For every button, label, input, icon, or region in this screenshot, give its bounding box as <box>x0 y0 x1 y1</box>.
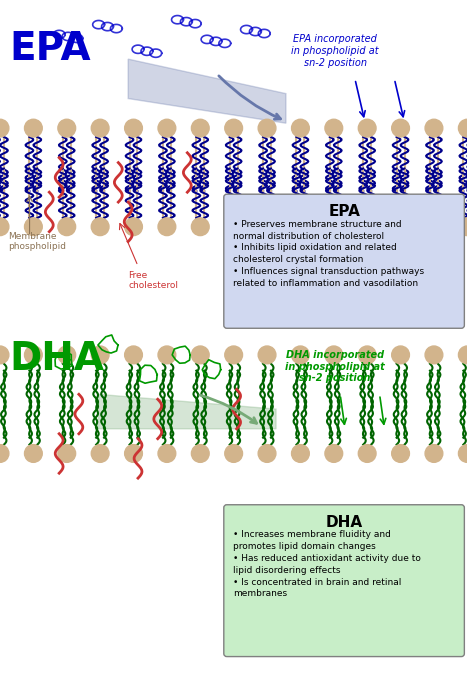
Circle shape <box>58 346 76 364</box>
Circle shape <box>0 346 9 364</box>
Circle shape <box>392 445 410 462</box>
Circle shape <box>158 119 176 137</box>
Circle shape <box>191 445 209 462</box>
Circle shape <box>458 445 474 462</box>
Circle shape <box>358 218 376 235</box>
Circle shape <box>358 119 376 137</box>
Circle shape <box>158 218 176 235</box>
Circle shape <box>358 346 376 364</box>
Text: Free
cholesterol: Free cholesterol <box>128 271 178 291</box>
Circle shape <box>191 218 209 235</box>
Circle shape <box>292 119 310 137</box>
Circle shape <box>425 346 443 364</box>
Circle shape <box>225 119 243 137</box>
Text: DHA: DHA <box>326 515 363 530</box>
Circle shape <box>225 445 243 462</box>
Circle shape <box>258 119 276 137</box>
Circle shape <box>91 445 109 462</box>
Circle shape <box>0 119 9 137</box>
Circle shape <box>91 218 109 235</box>
Text: • Increases membrane fluidity and
promotes lipid domain changes
• Has reduced an: • Increases membrane fluidity and promot… <box>233 530 420 598</box>
Circle shape <box>0 445 9 462</box>
Text: DHA: DHA <box>10 340 105 378</box>
Circle shape <box>392 119 410 137</box>
FancyBboxPatch shape <box>224 505 465 657</box>
Polygon shape <box>99 394 276 429</box>
Text: DHA incorporated
in phospholipid at
sn-2 position: DHA incorporated in phospholipid at sn-2… <box>285 350 385 383</box>
Circle shape <box>458 218 474 235</box>
Circle shape <box>292 445 310 462</box>
Circle shape <box>392 346 410 364</box>
Circle shape <box>225 346 243 364</box>
Circle shape <box>25 346 42 364</box>
Circle shape <box>358 445 376 462</box>
Circle shape <box>25 445 42 462</box>
Circle shape <box>91 119 109 137</box>
Circle shape <box>325 346 343 364</box>
Circle shape <box>125 445 142 462</box>
Circle shape <box>258 218 276 235</box>
Circle shape <box>392 218 410 235</box>
Text: EPA incorporated
in phospholipid at
sn-2 position: EPA incorporated in phospholipid at sn-2… <box>292 35 379 68</box>
Text: EPA: EPA <box>10 30 91 67</box>
Circle shape <box>292 346 310 364</box>
Polygon shape <box>128 59 286 124</box>
Circle shape <box>191 346 209 364</box>
Circle shape <box>191 119 209 137</box>
Circle shape <box>25 218 42 235</box>
Circle shape <box>458 346 474 364</box>
Circle shape <box>58 119 76 137</box>
Circle shape <box>425 119 443 137</box>
Text: • Preserves membrane structure and
normal distribution of cholesterol
• Inhibits: • Preserves membrane structure and norma… <box>233 220 424 288</box>
Circle shape <box>158 445 176 462</box>
Circle shape <box>91 346 109 364</box>
Text: Membrane
phospholipid: Membrane phospholipid <box>8 232 66 251</box>
Text: EPA: EPA <box>328 204 360 219</box>
Circle shape <box>425 218 443 235</box>
Circle shape <box>225 218 243 235</box>
Circle shape <box>125 346 142 364</box>
Circle shape <box>425 445 443 462</box>
Circle shape <box>258 445 276 462</box>
Circle shape <box>125 218 142 235</box>
Circle shape <box>158 346 176 364</box>
Circle shape <box>58 445 76 462</box>
Circle shape <box>58 218 76 235</box>
Circle shape <box>458 119 474 137</box>
Circle shape <box>325 445 343 462</box>
FancyBboxPatch shape <box>224 194 465 328</box>
Circle shape <box>125 119 142 137</box>
Circle shape <box>258 346 276 364</box>
Circle shape <box>25 119 42 137</box>
Circle shape <box>0 218 9 235</box>
Circle shape <box>325 119 343 137</box>
Circle shape <box>325 218 343 235</box>
Circle shape <box>292 218 310 235</box>
